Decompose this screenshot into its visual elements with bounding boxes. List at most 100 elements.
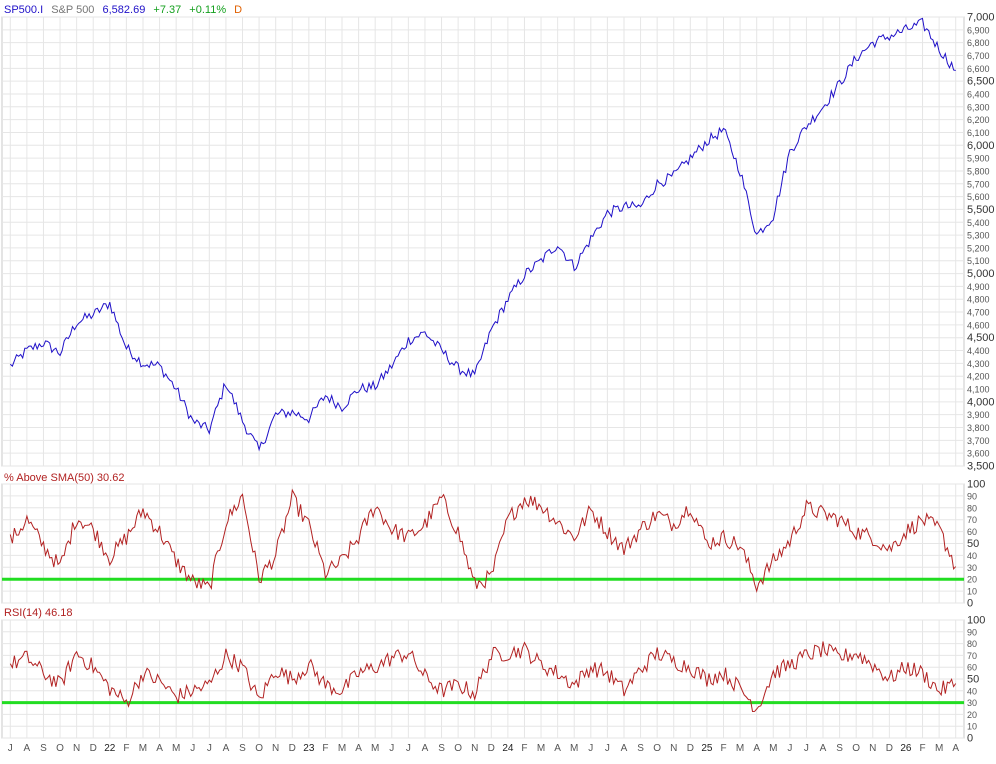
x-tick-label: J xyxy=(588,743,593,754)
price-y-tick-label: 4,100 xyxy=(967,385,990,395)
price-y-tick-label: 6,100 xyxy=(967,128,990,138)
sma-y-tick-label: 40 xyxy=(967,551,977,561)
x-tick-label: D xyxy=(488,743,495,754)
x-tick-label: F xyxy=(123,743,129,754)
rsi-y-tick-label: 50 xyxy=(967,674,979,686)
rsi-series-line xyxy=(9,641,957,713)
x-tick-label: A xyxy=(621,743,628,754)
x-tick-label: 25 xyxy=(701,743,713,754)
rsi-y-tick-label: 10 xyxy=(967,722,977,732)
x-tick-label: M xyxy=(736,743,744,754)
rsi-y-tick-label: 40 xyxy=(967,686,977,696)
x-tick-label: S xyxy=(836,743,843,754)
x-tick-label: M xyxy=(537,743,545,754)
x-tick-label: J xyxy=(190,743,195,754)
price-y-tick-label: 3,600 xyxy=(967,449,990,459)
price-y-tick-label: 5,300 xyxy=(967,231,990,241)
sma-y-tick-label: 0 xyxy=(967,598,973,610)
price-series-line xyxy=(9,17,956,452)
price-y-tick-label: 3,900 xyxy=(967,410,990,420)
price-y-tick-label: 6,600 xyxy=(967,64,990,74)
change-value: +7.37 xyxy=(153,4,181,16)
change-pct-value: +0.11% xyxy=(189,4,226,16)
x-tick-label: O xyxy=(653,743,661,754)
x-tick-label: N xyxy=(73,743,80,754)
x-tick-label: S xyxy=(637,743,644,754)
x-tick-label: O xyxy=(56,743,64,754)
rsi-panel-label: RSI(14) 46.18 xyxy=(4,607,72,619)
rsi-y-tick-label: 20 xyxy=(967,710,977,720)
x-tick-label: A xyxy=(422,743,429,754)
x-tick-label: J xyxy=(8,743,13,754)
price-y-tick-label: 5,200 xyxy=(967,243,990,253)
x-tick-label: F xyxy=(521,743,527,754)
x-tick-label: M xyxy=(935,743,943,754)
price-y-tick-label: 5,000 xyxy=(967,268,995,280)
last-price-value: 6,582.69 xyxy=(103,4,146,16)
x-tick-label: A xyxy=(820,743,827,754)
x-tick-label: A xyxy=(355,743,362,754)
price-y-tick-label: 6,300 xyxy=(967,102,990,112)
x-tick-label: D xyxy=(886,743,893,754)
x-tick-label: A xyxy=(223,743,230,754)
x-tick-label: F xyxy=(720,743,726,754)
price-y-tick-label: 4,000 xyxy=(967,396,995,408)
price-y-tick-label: 7,000 xyxy=(967,12,995,24)
x-tick-label: A xyxy=(156,743,163,754)
price-y-tick-label: 6,200 xyxy=(967,115,990,125)
x-tick-label: M xyxy=(139,743,147,754)
rsi-y-tick-label: 100 xyxy=(967,615,985,627)
sma-y-tick-label: 70 xyxy=(967,515,977,525)
price-y-tick-label: 3,700 xyxy=(967,436,990,446)
x-tick-label: A xyxy=(952,743,959,754)
x-tick-label: M xyxy=(769,743,777,754)
x-tick-label: N xyxy=(471,743,478,754)
price-y-tick-label: 6,000 xyxy=(967,140,995,152)
x-tick-label: S xyxy=(40,743,47,754)
price-y-tick-label: 3,800 xyxy=(967,423,990,433)
sma-series-line xyxy=(9,488,957,593)
x-tick-label: J xyxy=(804,743,809,754)
period-label: D xyxy=(234,4,242,16)
x-tick-label: J xyxy=(389,743,394,754)
price-y-tick-label: 4,900 xyxy=(967,282,990,292)
x-tick-label: S xyxy=(438,743,445,754)
price-y-tick-label: 6,500 xyxy=(967,76,995,88)
sma-y-tick-label: 50 xyxy=(967,538,979,550)
x-tick-label: N xyxy=(272,743,279,754)
rsi-y-tick-label: 80 xyxy=(967,639,977,649)
price-y-tick-label: 5,600 xyxy=(967,192,990,202)
price-y-tick-label: 3,500 xyxy=(967,461,995,473)
rsi-y-tick-label: 70 xyxy=(967,651,977,661)
x-tick-label: M xyxy=(570,743,578,754)
x-tick-label: S xyxy=(239,743,246,754)
x-tick-label: M xyxy=(172,743,180,754)
price-y-tick-label: 4,600 xyxy=(967,320,990,330)
price-y-tick-label: 4,300 xyxy=(967,359,990,369)
sma-y-tick-label: 10 xyxy=(967,587,977,597)
x-tick-label: 22 xyxy=(104,743,116,754)
price-y-tick-label: 5,800 xyxy=(967,166,990,176)
price-y-tick-label: 5,700 xyxy=(967,179,990,189)
x-tick-label: A xyxy=(753,743,760,754)
price-y-tick-label: 4,800 xyxy=(967,295,990,305)
sma-y-tick-label: 60 xyxy=(967,527,977,537)
price-y-tick-label: 6,400 xyxy=(967,89,990,99)
x-tick-label: O xyxy=(852,743,860,754)
sma-y-tick-label: 20 xyxy=(967,575,977,585)
x-tick-label: N xyxy=(869,743,876,754)
price-y-tick-label: 5,900 xyxy=(967,154,990,164)
x-tick-label: 24 xyxy=(502,743,514,754)
price-y-tick-label: 5,400 xyxy=(967,218,990,228)
x-tick-label: A xyxy=(24,743,31,754)
x-tick-label: J xyxy=(787,743,792,754)
sma-y-tick-label: 100 xyxy=(967,479,985,491)
name-label: S&P 500 xyxy=(51,4,94,16)
x-axis: J A S O N D 22 F M A M J J A S O N D 23 F M A M J J A S O N D 24 F M A M J J… xyxy=(8,743,960,754)
rsi-y-tick-label: 90 xyxy=(967,627,977,637)
price-y-tick-label: 4,700 xyxy=(967,308,990,318)
